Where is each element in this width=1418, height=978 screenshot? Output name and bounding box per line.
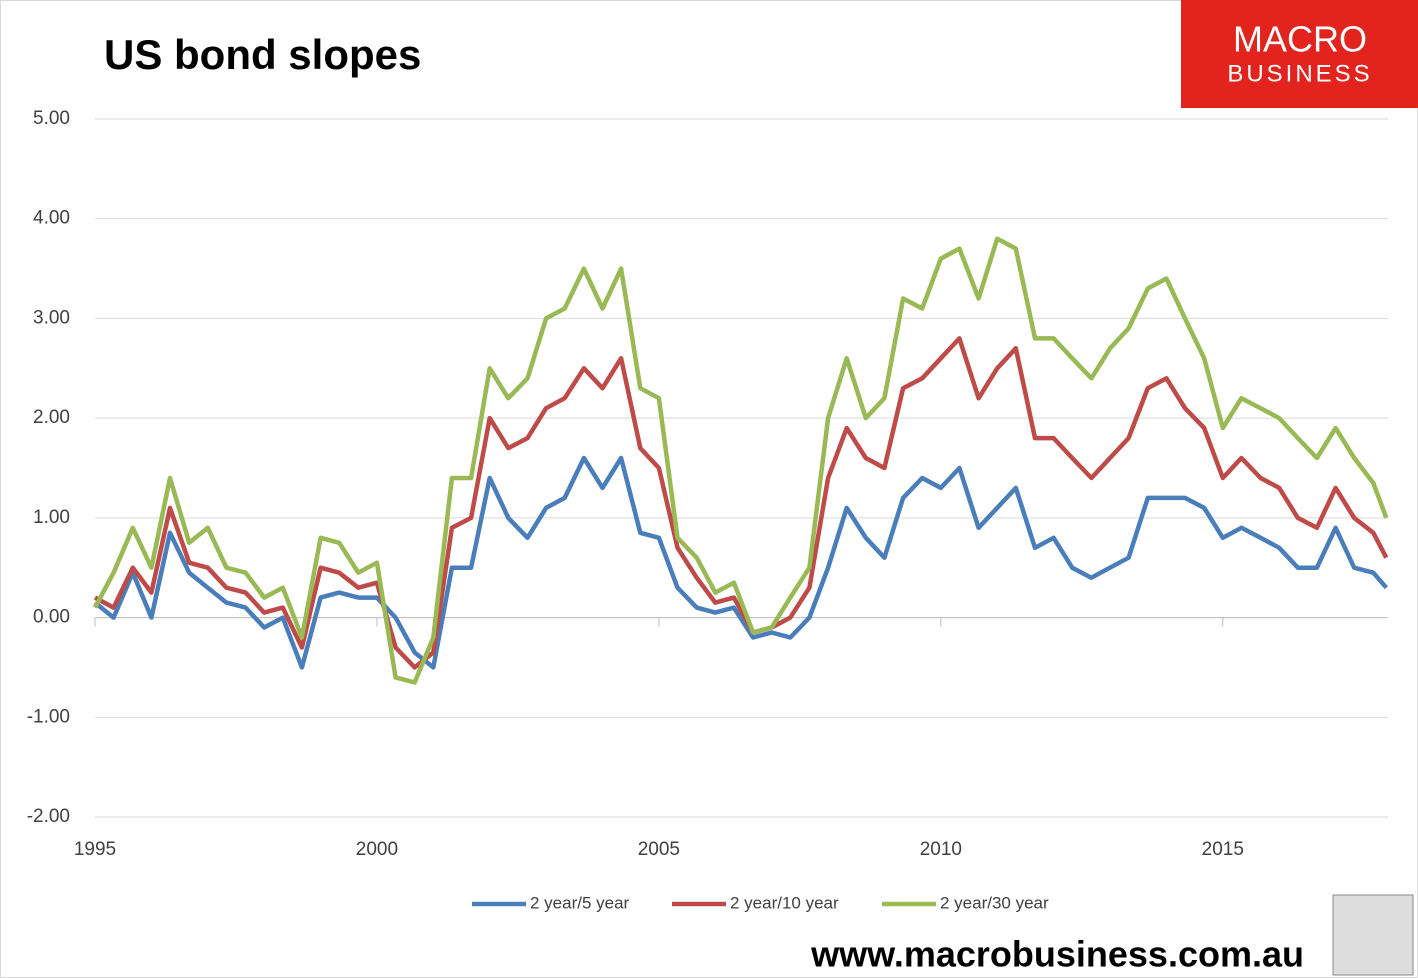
series-line	[93, 336, 1389, 670]
y-tick-label: 4.00	[33, 208, 70, 229]
logo-text: BUSINESS	[1227, 60, 1372, 87]
series-line	[93, 455, 1389, 670]
y-tick-label: 0.00	[33, 607, 70, 628]
y-tick-label: -2.00	[27, 806, 70, 827]
legend-label: 2 year/30 year	[940, 893, 1049, 912]
y-tick-label: 1.00	[33, 507, 70, 528]
x-tick-label: 2015	[1202, 839, 1244, 860]
x-tick-label: 1995	[74, 839, 116, 860]
y-tick-label: 3.00	[33, 307, 70, 328]
mascot-image	[1332, 894, 1414, 976]
legend-label: 2 year/10 year	[730, 893, 839, 912]
y-tick-label: -1.00	[27, 706, 70, 727]
logo-text: MACRO	[1233, 19, 1367, 60]
x-tick-label: 2000	[356, 839, 398, 860]
x-tick-label: 2010	[920, 839, 962, 860]
footer-url: www.macrobusiness.com.au	[810, 934, 1304, 975]
y-tick-label: 2.00	[33, 407, 70, 428]
chart-title: US bond slopes	[104, 31, 421, 78]
y-tick-label: 5.00	[33, 108, 70, 129]
logo-box	[1181, 0, 1418, 108]
legend-label: 2 year/5 year	[530, 893, 630, 912]
x-tick-label: 2005	[638, 839, 680, 860]
series-line	[93, 236, 1389, 685]
